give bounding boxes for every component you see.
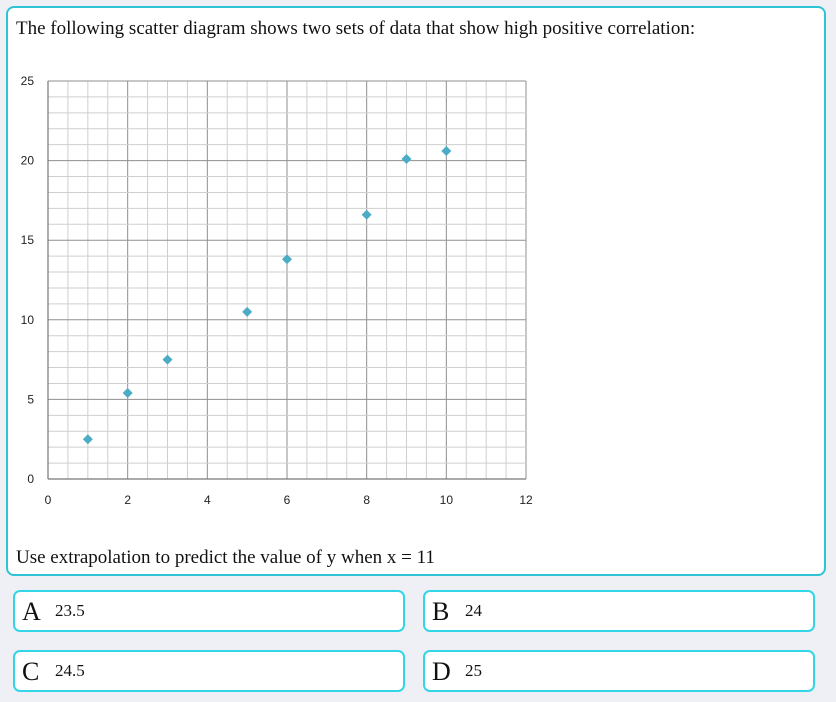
answer-option-c[interactable]: C 24.5 [13,650,405,692]
data-point [361,209,372,220]
y-tick-label: 10 [21,313,35,327]
answer-letter: D [432,657,451,686]
scatter-chart: 0 2 4 6 8 10 12 0 5 10 15 20 25 [21,74,533,507]
data-point [242,306,253,317]
answer-value: 24.5 [55,661,85,680]
data-point [401,154,412,165]
answer-value: 24 [465,601,482,620]
answer-value: 23.5 [55,601,85,620]
y-tick-label: 15 [21,233,35,247]
answer-value: 25 [465,661,482,680]
question-text: The following scatter diagram shows two … [16,18,696,39]
answer-letter: B [432,597,450,626]
answer-letter: A [22,597,41,626]
data-point [441,146,452,157]
y-tick-label: 0 [27,472,34,486]
x-tick-label: 8 [363,493,370,507]
data-point [162,354,173,365]
answer-letter: C [22,657,40,686]
x-tick-label: 6 [284,493,291,507]
answer-option-a[interactable]: A 23.5 [13,590,405,632]
data-point [82,434,93,445]
x-tick-label: 2 [124,493,131,507]
answer-option-b[interactable]: B 24 [423,590,815,632]
x-tick-label: 0 [45,493,52,507]
y-tick-label: 20 [21,154,35,168]
data-point [122,388,133,399]
x-tick-label: 10 [440,493,454,507]
x-tick-label: 4 [204,493,211,507]
answer-option-d[interactable]: D 25 [423,650,815,692]
x-tick-label: 12 [519,493,533,507]
question-prompt: Use extrapolation to predict the value o… [16,547,435,568]
question-card: The following scatter diagram shows two … [6,6,826,576]
y-tick-label: 5 [27,392,34,406]
y-tick-label: 25 [21,74,35,88]
